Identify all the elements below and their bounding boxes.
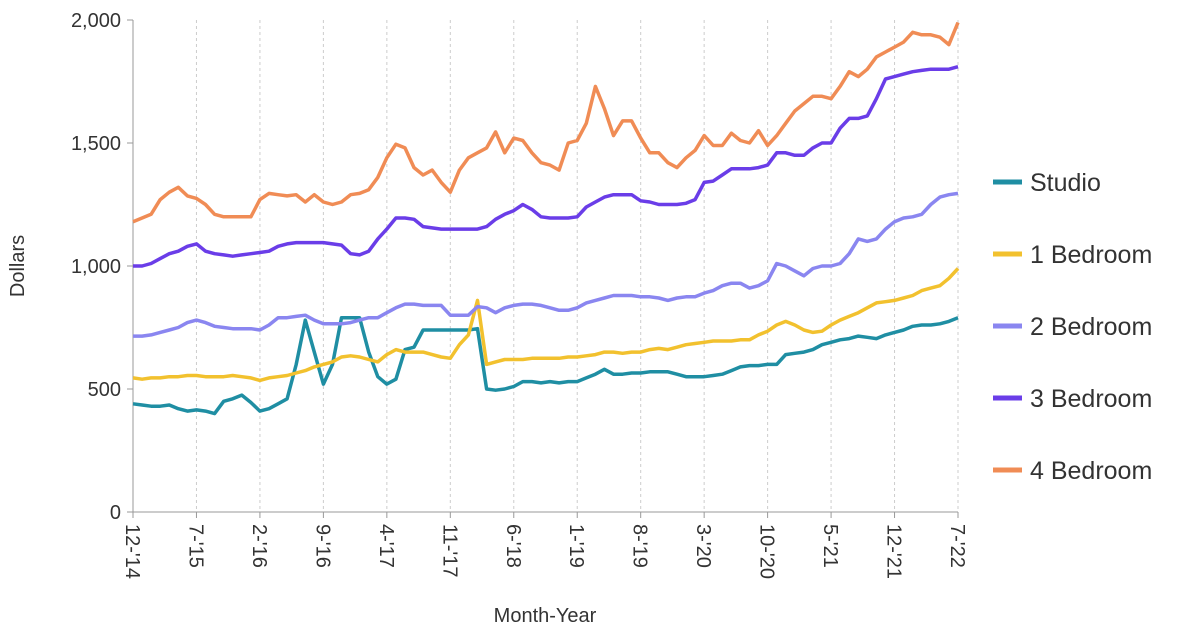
x-tick-label: 10-'20 [756,524,778,579]
x-tick-label: 12-'21 [883,524,905,579]
legend-label: 3 Bedroom [1030,385,1152,413]
legend-label: 2 Bedroom [1030,313,1152,341]
x-tick-label: 11-'17 [438,524,460,578]
line-series [133,191,959,338]
x-tick-label: 9-'16 [311,524,333,568]
x-tick-label: 6-'18 [502,524,524,568]
x-tick-label: 1-'19 [565,524,587,568]
x-tick-label: 7-'15 [184,524,206,568]
line-series [132,267,960,383]
y-axis-title: Dollars [7,235,29,297]
x-tick-label: 8-'19 [629,524,651,568]
line-series [133,65,959,268]
legend-label: 4 Bedroom [1030,457,1152,485]
x-tick-label: 5-'21 [819,524,841,568]
legend-label: 1 Bedroom [1030,241,1152,269]
x-tick-label: 2-'16 [248,524,270,568]
legend-label: Studio [1030,169,1101,197]
line-series [132,21,960,224]
y-tick-label: 1,500 [71,133,121,155]
y-tick-label: 2,000 [71,10,121,32]
x-tick-label: 3-'20 [692,524,714,568]
x-tick-label: 4-'17 [375,524,397,568]
x-tick-label: 7-'22 [946,524,968,568]
y-tick-label: 500 [88,379,121,401]
y-tick-label: 1,000 [71,256,121,278]
line-series [132,315,959,416]
x-axis-title: Month-Year [494,605,597,627]
y-tick-label: 0 [110,502,121,524]
x-tick-label: 12-'14 [121,524,143,579]
